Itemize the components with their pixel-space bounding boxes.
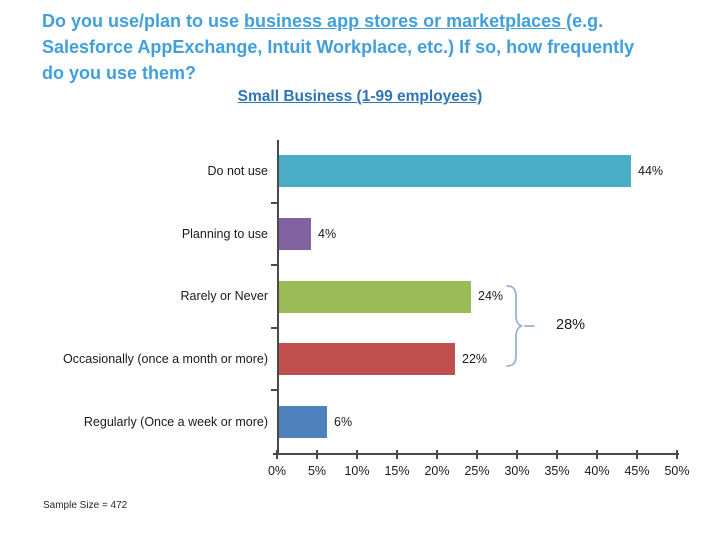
title-underlined-text: business app stores or marketplaces xyxy=(244,11,567,31)
x-axis-tick xyxy=(556,450,558,459)
y-axis-line xyxy=(277,140,279,454)
x-axis-tick-label: 45% xyxy=(624,464,650,478)
bar-1 xyxy=(279,217,311,250)
chart-subtitle: Small Business (1-99 employees) xyxy=(237,88,483,105)
x-axis-tick xyxy=(396,450,398,459)
x-axis-tick-label: 25% xyxy=(464,464,490,478)
x-axis-tick-label: 15% xyxy=(384,464,410,478)
grouping-brace xyxy=(505,285,541,369)
y-axis-tick xyxy=(271,264,278,267)
bar-value-label: 22% xyxy=(462,352,488,367)
bar-value-label: 4% xyxy=(318,226,337,241)
category-label: Planning to use xyxy=(181,226,268,241)
x-axis-tick-label: 35% xyxy=(544,464,570,478)
curly-brace-icon xyxy=(506,285,535,367)
x-axis-tick xyxy=(316,450,318,459)
title-text: (e.g. xyxy=(566,11,604,31)
x-axis-tick-label: 0% xyxy=(267,464,287,478)
x-axis-tick-label: 40% xyxy=(584,464,610,478)
x-axis-tick xyxy=(356,450,358,459)
title-line-3: do you use them? xyxy=(42,63,197,83)
sample-size-note: Sample Size = 472 xyxy=(43,500,128,511)
x-axis-tick xyxy=(276,450,278,459)
category-label: Occasionally (once a month or more) xyxy=(63,351,268,366)
title-text: Do you use/plan to use xyxy=(42,11,245,31)
x-axis-tick xyxy=(436,450,438,459)
x-axis-tick-label: 20% xyxy=(424,464,450,478)
category-label: Rarely or Never xyxy=(180,289,268,304)
y-axis-tick xyxy=(271,389,278,392)
x-axis-tick xyxy=(636,450,638,459)
bar-3 xyxy=(279,343,455,376)
y-axis-tick xyxy=(271,326,278,329)
bar-value-label: 6% xyxy=(334,414,353,429)
chart-question-title: Do you use/plan to use business app stor… xyxy=(42,8,690,86)
group-sum-annotation: 28% xyxy=(556,317,586,333)
title-line-1: Do you use/plan to use business app stor… xyxy=(42,8,690,34)
bar-value-label: 24% xyxy=(478,289,504,304)
x-axis-tick-label: 50% xyxy=(664,464,690,478)
x-axis-tick-label: 30% xyxy=(504,464,530,478)
category-label: Do not use xyxy=(207,164,268,179)
x-axis-tick xyxy=(596,450,598,459)
category-label: Regularly (Once a week or more) xyxy=(83,414,268,429)
x-axis-tick xyxy=(476,450,478,459)
x-axis-tick xyxy=(516,450,518,459)
x-axis-tick xyxy=(676,450,678,459)
bar-2 xyxy=(279,280,471,313)
x-axis-tick-label: 5% xyxy=(307,464,327,478)
bar-4 xyxy=(279,405,327,438)
bar-0 xyxy=(279,155,631,188)
y-axis-tick xyxy=(271,201,278,204)
bar-value-label: 44% xyxy=(638,164,664,179)
x-axis-tick-label: 10% xyxy=(344,464,370,478)
title-line-2: Salesforce AppExchange, Intuit Workplace… xyxy=(42,37,635,57)
